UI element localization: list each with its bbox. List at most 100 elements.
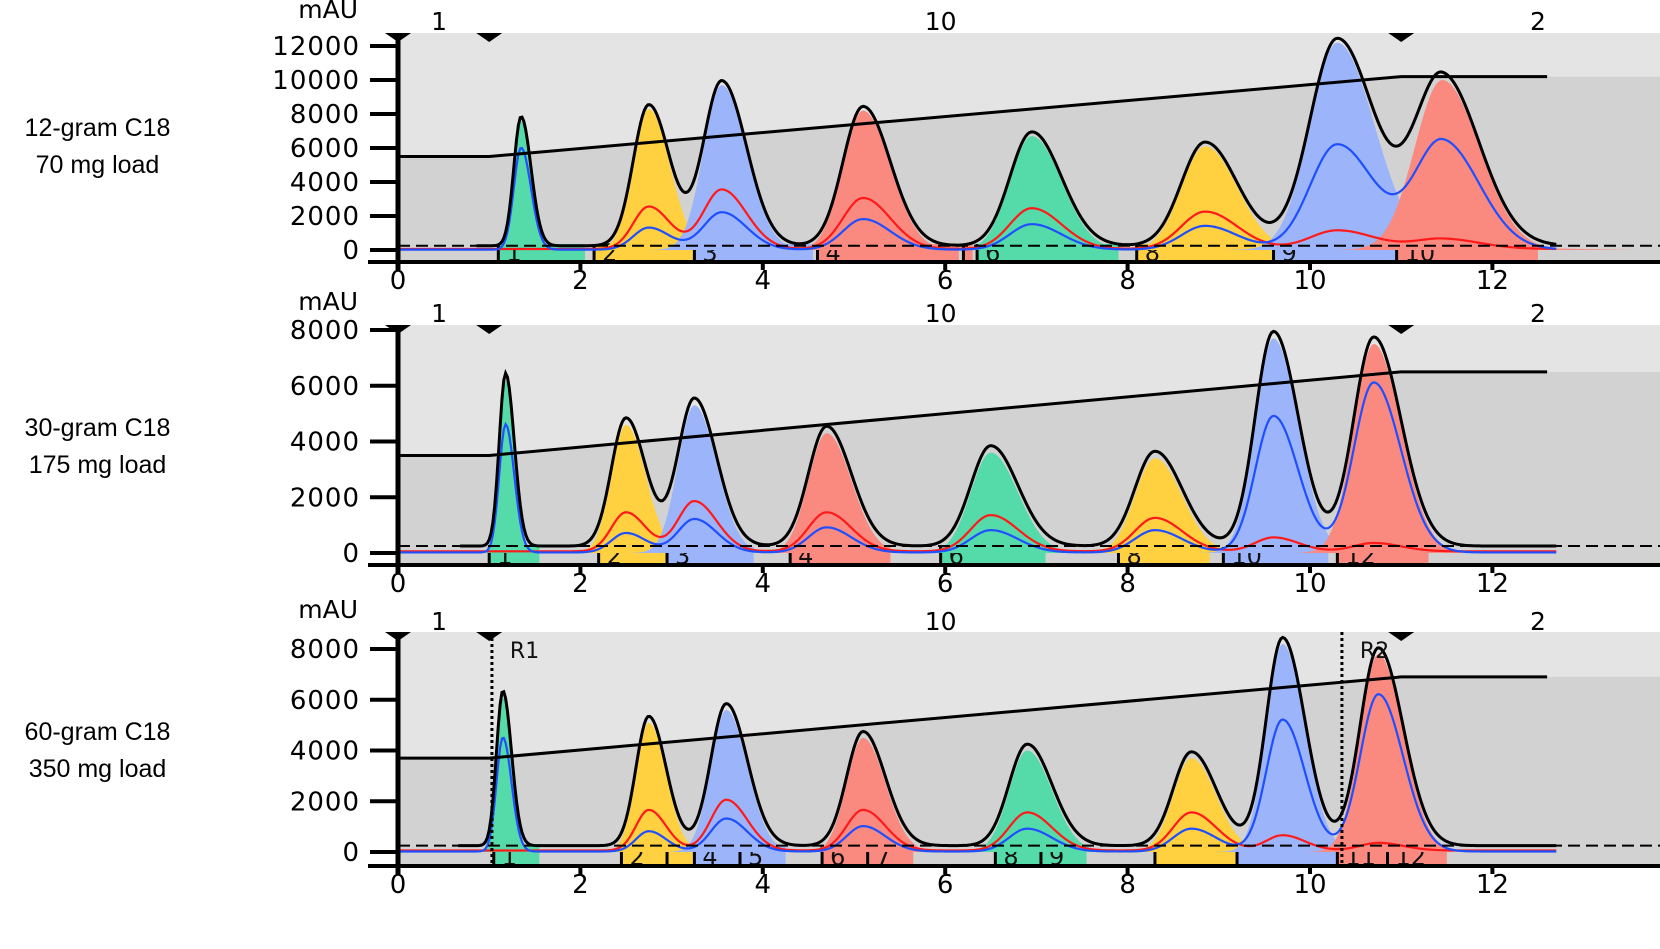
- blue-wavelength-trace: [398, 693, 1557, 853]
- gradient-line: [398, 675, 1548, 760]
- x-tick-label: 8: [1119, 870, 1136, 900]
- y-tick-label: 0: [342, 539, 360, 569]
- peak-fill: [717, 433, 955, 553]
- gradient-segment-marker-icon: [385, 325, 411, 334]
- y-tick-label: 4000: [290, 168, 360, 198]
- gradient-segment-label: 10: [925, 7, 957, 36]
- y-tick-label: 0: [342, 838, 360, 868]
- peak-fill: [596, 405, 810, 553]
- x-tick-label: 6: [937, 569, 954, 599]
- gradient-segment-label: 1: [431, 607, 447, 636]
- y-tick-label: 2000: [290, 787, 360, 817]
- x-tick-label: 12: [1476, 266, 1509, 296]
- y-tick-label: 0: [342, 236, 360, 266]
- gradient-segment-marker-icon: [385, 33, 411, 42]
- blue-wavelength-trace: [398, 381, 1557, 554]
- x-tick-label: 0: [390, 569, 407, 599]
- y-tick-label: 2000: [290, 202, 360, 232]
- column-label: 12-gram C18: [24, 114, 171, 142]
- gradient-segment-marker-icon: [476, 325, 503, 334]
- x-tick-label: 2: [572, 266, 589, 296]
- total-absorbance-trace: [458, 635, 1557, 848]
- blue-wavelength-trace: [398, 137, 1557, 251]
- peak-fill: [573, 722, 739, 852]
- y-axis-label: mAU: [298, 0, 358, 24]
- gradient-segment-marker-icon: [1388, 33, 1415, 42]
- gradient-segment-marker-icon: [1388, 325, 1415, 334]
- peak-fill: [538, 424, 729, 553]
- total-absorbance-trace: [476, 36, 1557, 248]
- gradient-segment-marker-icon: [476, 33, 503, 42]
- x-tick-label: 10: [1293, 870, 1326, 900]
- gradient-segment-label: 2: [1530, 7, 1546, 36]
- x-tick-label: 0: [390, 266, 407, 296]
- gradient-segment-marker-icon: [385, 632, 411, 641]
- gradient-line: [398, 370, 1548, 457]
- fraction-bar: [963, 244, 973, 262]
- y-tick-label: 10000: [272, 66, 360, 96]
- gradient-segment-label: 1: [431, 299, 447, 328]
- load-label: 175 mg load: [28, 451, 167, 479]
- peak-fill: [1175, 42, 1529, 250]
- peak-fill: [1083, 758, 1320, 852]
- x-tick-label: 10: [1293, 569, 1326, 599]
- panel-2-label: 30-gram C18 175 mg load: [0, 410, 195, 484]
- x-tick-label: 6: [937, 870, 954, 900]
- peak-fill: [764, 737, 979, 852]
- peak-fill: [742, 110, 1004, 250]
- y-tick-label: 12000: [272, 32, 360, 62]
- peak-fill: [478, 121, 573, 250]
- gradient-segment-marker-icon: [1388, 632, 1415, 641]
- peak-fill: [901, 136, 1186, 250]
- gradient-segment-label: 1: [431, 7, 447, 36]
- y-tick-label: 8000: [290, 316, 360, 346]
- y-tick-label: 8000: [290, 100, 360, 130]
- x-tick-label: 4: [755, 870, 772, 900]
- peak-fill: [872, 452, 1132, 553]
- x-tick-label: 4: [755, 266, 772, 296]
- total-absorbance-trace: [460, 329, 1557, 548]
- x-tick-label: 6: [937, 266, 954, 296]
- y-tick-label: 8000: [290, 635, 360, 665]
- x-tick-label: 2: [572, 569, 589, 599]
- peak-fill: [1255, 343, 1515, 553]
- column-label: 60-gram C18: [24, 718, 171, 746]
- x-tick-label: 4: [755, 569, 772, 599]
- x-tick-label: 10: [1293, 266, 1326, 296]
- x-tick-label: 2: [572, 870, 589, 900]
- y-tick-label: 6000: [290, 134, 360, 164]
- peak-fill: [1063, 146, 1372, 250]
- gradient-segment-label: 10: [925, 607, 957, 636]
- gradient-segment-marker-icon: [476, 632, 503, 641]
- x-tick-label: 12: [1476, 569, 1509, 599]
- load-label: 350 mg load: [28, 755, 167, 783]
- peak-fill: [1278, 80, 1634, 250]
- y-tick-label: 4000: [290, 737, 360, 767]
- x-tick-label: 0: [390, 870, 407, 900]
- column-label: 30-gram C18: [24, 414, 171, 442]
- y-tick-label: 6000: [290, 372, 360, 402]
- peak-fill: [1165, 338, 1402, 553]
- y-axis-label: mAU: [298, 595, 358, 624]
- y-axis-label: mAU: [298, 287, 358, 316]
- y-tick-label: 6000: [290, 686, 360, 716]
- y-tick-label: 2000: [290, 483, 360, 513]
- peak-fill: [919, 750, 1155, 852]
- x-tick-label: 8: [1119, 569, 1136, 599]
- peak-fill: [1036, 458, 1296, 553]
- red-wavelength-trace: [398, 500, 1557, 553]
- gradient-line: [398, 75, 1548, 158]
- x-tick-label: 8: [1119, 266, 1136, 296]
- peak-fill: [556, 109, 758, 251]
- rack-marker-label: R2: [1360, 639, 1389, 664]
- gradient-segment-label: 10: [925, 299, 957, 328]
- peak-fill: [633, 709, 835, 852]
- gradient-segment-label: 2: [1530, 607, 1546, 636]
- rack-marker-label: R1: [510, 639, 539, 664]
- panel-3-label: 60-gram C18 350 mg load: [0, 714, 195, 788]
- x-tick-label: 12: [1476, 870, 1509, 900]
